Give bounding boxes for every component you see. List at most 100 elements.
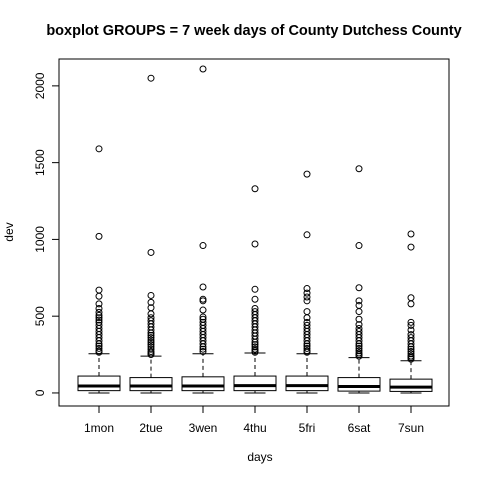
outlier-point bbox=[95, 300, 103, 308]
outlier-point bbox=[303, 321, 311, 329]
y-tick-label: 2000 bbox=[33, 72, 47, 99]
outlier-point bbox=[407, 345, 415, 353]
outlier-point bbox=[407, 347, 415, 355]
outlier-point bbox=[147, 248, 155, 256]
outlier-point bbox=[407, 334, 415, 342]
outlier-point bbox=[303, 308, 311, 316]
outlier-point bbox=[251, 240, 259, 248]
outlier-point bbox=[147, 304, 155, 312]
outlier-point bbox=[147, 345, 155, 353]
outlier-point bbox=[95, 316, 103, 324]
outlier-point bbox=[147, 331, 155, 339]
outlier-point bbox=[355, 321, 363, 329]
x-tick-label: 6sat bbox=[348, 421, 371, 435]
outlier-point bbox=[303, 289, 311, 297]
x-tick-label: 1mon bbox=[84, 421, 114, 435]
outlier-point bbox=[95, 308, 103, 316]
outlier-point bbox=[199, 345, 207, 353]
outlier-point bbox=[199, 306, 207, 314]
box-iqr bbox=[389, 378, 433, 392]
outlier-point bbox=[95, 232, 103, 240]
outlier-point bbox=[95, 311, 103, 319]
box-iqr bbox=[233, 375, 277, 392]
outlier-point bbox=[407, 230, 415, 238]
outlier-point bbox=[147, 298, 155, 306]
outlier-point bbox=[95, 342, 103, 350]
x-tick-label: 3wen bbox=[189, 421, 218, 435]
box-iqr bbox=[77, 375, 121, 392]
box-iqr bbox=[181, 376, 225, 392]
outlier-point bbox=[199, 347, 207, 355]
outlier-point bbox=[95, 318, 103, 326]
outlier-point bbox=[199, 242, 207, 250]
outlier-point bbox=[407, 243, 415, 251]
outlier-point bbox=[251, 345, 259, 353]
outlier-point bbox=[407, 294, 415, 302]
outlier-point bbox=[407, 326, 415, 334]
outlier-point bbox=[147, 347, 155, 355]
outlier-point bbox=[355, 242, 363, 250]
x-tick-label: 4thu bbox=[243, 421, 266, 435]
outlier-point bbox=[95, 347, 103, 355]
outlier-point bbox=[199, 283, 207, 291]
outlier-point bbox=[251, 285, 259, 293]
y-axis-label: dev bbox=[2, 222, 16, 241]
outlier-point bbox=[251, 305, 259, 313]
outlier-point bbox=[303, 347, 311, 355]
outlier-point bbox=[355, 328, 363, 336]
outlier-point bbox=[147, 291, 155, 299]
outlier-point bbox=[199, 295, 207, 303]
outlier-point bbox=[407, 352, 415, 360]
box-iqr bbox=[337, 377, 381, 392]
outlier-point bbox=[303, 344, 311, 352]
outlier-point bbox=[355, 349, 363, 357]
y-tick-label: 1000 bbox=[33, 226, 47, 253]
outlier-point bbox=[95, 314, 103, 322]
outlier-point bbox=[355, 315, 363, 323]
outlier-point bbox=[355, 342, 363, 350]
outlier-point bbox=[355, 347, 363, 355]
outlier-point bbox=[355, 297, 363, 305]
plot-layer: 0 500 1000 1500 2000 1mon 2tue 3wen 4thu 5fri 6sat… bbox=[33, 65, 433, 435]
y-tick-label: 0 bbox=[33, 389, 47, 396]
outlier-point bbox=[147, 74, 155, 82]
outlier-point bbox=[95, 305, 103, 313]
outlier-point bbox=[303, 342, 311, 350]
outlier-point bbox=[199, 315, 207, 323]
outlier-point bbox=[95, 344, 103, 352]
outlier-point bbox=[251, 343, 259, 351]
outlier-point bbox=[147, 338, 155, 346]
outlier-point bbox=[355, 284, 363, 292]
outlier-point bbox=[251, 341, 259, 349]
outlier-point bbox=[147, 343, 155, 351]
outlier-point bbox=[147, 317, 155, 325]
outlier-point bbox=[355, 301, 363, 309]
outlier-point bbox=[407, 350, 415, 358]
x-axis-label: days bbox=[247, 450, 272, 464]
outlier-point bbox=[407, 321, 415, 329]
x-tick-label: 5fri bbox=[299, 421, 316, 435]
outlier-point bbox=[147, 314, 155, 322]
outlier-point bbox=[147, 336, 155, 344]
outlier-point bbox=[355, 165, 363, 173]
outlier-point bbox=[251, 295, 259, 303]
outlier-point bbox=[407, 318, 415, 326]
outlier-point bbox=[251, 308, 259, 316]
outlier-point bbox=[95, 321, 103, 329]
chart-title: boxplot GROUPS = 7 week days of County D… bbox=[46, 23, 461, 39]
outlier-point bbox=[95, 286, 103, 294]
outlier-point bbox=[199, 313, 207, 321]
outlier-point bbox=[355, 324, 363, 332]
outlier-point bbox=[303, 293, 311, 301]
outlier-point bbox=[199, 65, 207, 73]
outlier-point bbox=[303, 297, 311, 305]
outlier-point bbox=[407, 331, 415, 339]
x-tick-label: 2tue bbox=[139, 421, 163, 435]
x-tick-label: 7sun bbox=[398, 421, 424, 435]
outlier-point bbox=[251, 185, 259, 193]
y-tick-label: 1500 bbox=[33, 149, 47, 176]
box-iqr bbox=[285, 375, 329, 392]
outlier-point bbox=[147, 334, 155, 342]
